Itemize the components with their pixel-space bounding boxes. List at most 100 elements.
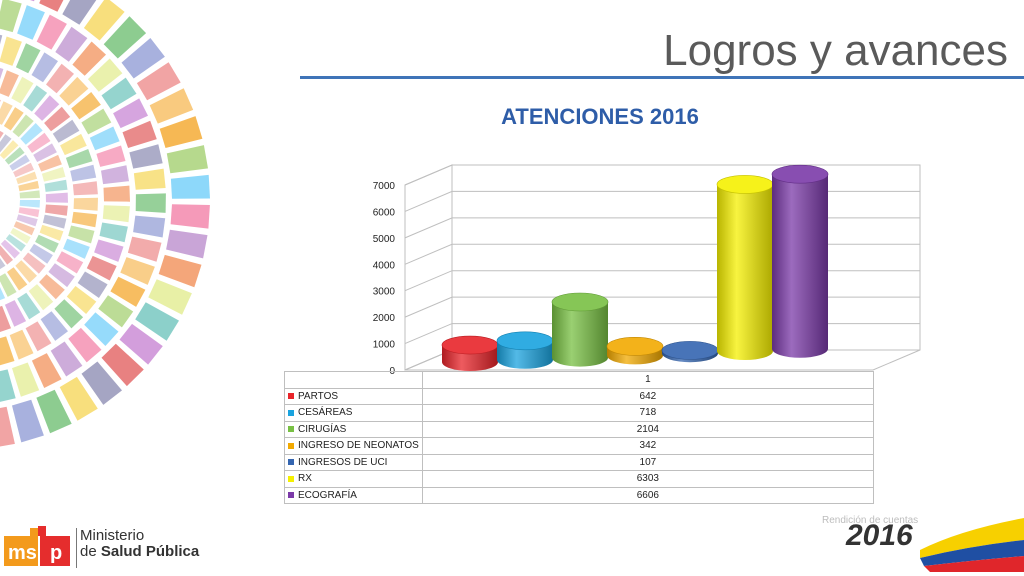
- sunburst-tile: [12, 114, 34, 138]
- bar-cirugías: [551, 292, 609, 367]
- sunburst-tile: [94, 239, 124, 262]
- sunburst-tile: [63, 238, 90, 259]
- sunburst-tile: [101, 165, 129, 185]
- sunburst-tile: [9, 154, 30, 171]
- sunburst-tile: [13, 162, 34, 178]
- sunburst-tile: [87, 58, 123, 92]
- sunburst-tile: [0, 257, 6, 270]
- sunburst-tile: [170, 174, 210, 199]
- sunburst-tile: [42, 214, 67, 229]
- sunburst-tile: [19, 200, 40, 208]
- table-row: PARTOS 642: [284, 387, 875, 405]
- sunburst-tile: [89, 126, 120, 151]
- sunburst-tile: [170, 204, 210, 229]
- table-header-row: 1: [284, 371, 875, 389]
- data-value: 107: [421, 453, 875, 471]
- legend-swatch: [288, 426, 294, 433]
- sunburst-tile: [29, 243, 53, 264]
- sunburst-tile: [3, 107, 24, 131]
- sunburst-tile: [103, 185, 130, 202]
- chart-back-wall: [451, 164, 921, 351]
- y-tick-label: 2000: [373, 313, 396, 324]
- sunburst-tile: [15, 260, 38, 283]
- sunburst-tile: [122, 120, 157, 148]
- bar-top: [441, 335, 499, 355]
- sunburst-tile: [0, 34, 3, 45]
- sunburst-tile: [22, 252, 46, 274]
- y-tick-label: 7000: [373, 181, 396, 192]
- sunburst-tile: [39, 0, 64, 12]
- sunburst-tile: [52, 119, 80, 143]
- sunburst-tile: [56, 251, 84, 274]
- y-tick-label: 4000: [373, 260, 396, 271]
- legend-entry: INGRESOS DE UCI: [284, 453, 423, 471]
- sunburst-tile: [110, 276, 146, 307]
- sunburst-tile: [0, 305, 11, 333]
- sunburst-tile: [27, 132, 51, 153]
- sunburst-tile: [9, 329, 34, 360]
- sunburst-tile: [36, 389, 72, 434]
- sunburst-tile: [62, 0, 97, 25]
- sunburst-tile: [0, 287, 6, 301]
- sunburst-tile: [34, 95, 60, 121]
- sunburst-tile: [31, 52, 58, 83]
- gridline: [404, 164, 920, 186]
- sunburst-tile: [4, 300, 27, 327]
- footer-rendicion: Rendición de cuentas: [822, 515, 919, 526]
- sunburst-tile: [59, 76, 89, 106]
- ministry-line1: Ministerio: [80, 527, 145, 544]
- sunburst-tile: [120, 257, 155, 285]
- legend-swatch: [288, 475, 294, 482]
- sunburst-tile: [99, 222, 128, 243]
- sunburst-tile: [12, 362, 40, 397]
- page-title: Logros y avances: [663, 26, 1008, 75]
- sunburst-tile: [159, 116, 203, 148]
- sunburst-tile: [0, 245, 13, 265]
- sunburst-tile: [0, 70, 19, 97]
- sunburst-tile: [166, 145, 208, 174]
- legend-entry: INGRESO DE NEONATOS: [284, 437, 423, 455]
- sunburst-tile: [38, 154, 62, 172]
- sunburst-tile: [86, 255, 117, 281]
- legend-label: PARTOS: [298, 390, 339, 402]
- sunburst-tile: [0, 406, 15, 447]
- sunburst-tile: [4, 147, 25, 165]
- sunburst-tile: [17, 292, 41, 320]
- legend-entry: PARTOS: [284, 387, 423, 405]
- ministry-line2: de Salud Pública: [80, 544, 199, 560]
- sunburst-tile: [71, 92, 101, 120]
- sunburst-tile: [23, 85, 48, 112]
- bar-top: [716, 175, 774, 194]
- bar-partos: [441, 335, 499, 371]
- msp-logo: ms p: [2, 526, 77, 570]
- sunburst-tile: [16, 171, 38, 185]
- data-value: 642: [421, 387, 875, 405]
- bar-top: [606, 337, 664, 356]
- data-value: 6303: [421, 470, 875, 488]
- sunburst-tile: [119, 323, 163, 365]
- sunburst-tile: [20, 123, 43, 145]
- sunburst-tile: [81, 361, 122, 405]
- bar-ingreso-de-neonatos: [606, 337, 664, 365]
- logo-block-red: [40, 536, 70, 566]
- sunburst-tile: [101, 343, 144, 387]
- ministry-name: Ministerio de Salud Pública: [80, 528, 199, 560]
- sunburst-tile: [81, 108, 112, 135]
- y-tick-label: 6000: [373, 207, 396, 218]
- sunburst-tile: [44, 179, 68, 192]
- legend-label: CESÁREAS: [298, 407, 353, 419]
- legend-entry: CESÁREAS: [284, 404, 423, 422]
- table-header-category: 1: [421, 371, 875, 389]
- sunburst-tile: [102, 205, 130, 223]
- sunburst-tile: [70, 164, 97, 182]
- ministry-line2-pre: de: [80, 543, 101, 560]
- chart-title: ATENCIONES 2016: [501, 104, 699, 129]
- legend-swatch: [288, 393, 294, 400]
- legend-swatch: [288, 442, 294, 449]
- legend-swatch: [288, 459, 294, 466]
- table-row: INGRESOS DE UCI 107: [284, 453, 875, 471]
- footer-year: 2016: [846, 519, 913, 552]
- data-value: 2104: [421, 420, 875, 438]
- legend-label: INGRESO DE NEONATOS: [298, 440, 419, 452]
